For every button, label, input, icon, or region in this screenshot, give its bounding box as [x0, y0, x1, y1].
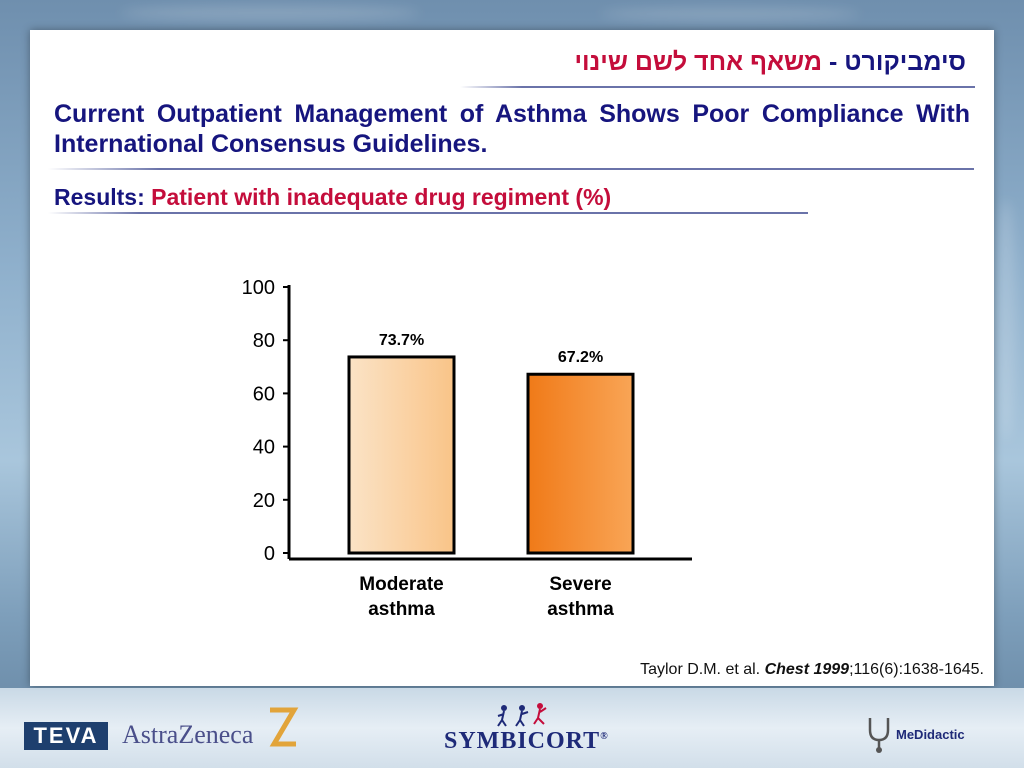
bar-0: [347, 355, 456, 555]
medidactic-logo: MeDidactic: [896, 727, 965, 742]
title-divider-middle: [48, 168, 974, 170]
symbicort-figures-icon: [497, 703, 547, 727]
title-divider-top: [460, 86, 975, 88]
astrazeneca-logo: AstraZeneca: [122, 720, 254, 749]
results-heading: Results: Patient with inadequate drug re…: [54, 184, 611, 211]
citation-journal: Chest 1999: [764, 661, 850, 678]
data-label-1: 67.2%: [558, 349, 603, 366]
citation: Taylor D.M. et al. Chest 1999;116(6):163…: [640, 661, 984, 679]
y-tick-label-80: 80: [253, 330, 275, 352]
y-tick-label-100: 100: [242, 277, 275, 299]
y-tick-label-40: 40: [253, 437, 275, 459]
y-tick-label-0: 0: [264, 543, 275, 565]
stethoscope-icon: [868, 718, 890, 753]
hebrew-title: סימביקורט - משאף אחד לשם שינוי: [574, 48, 966, 77]
symbicort-logo: SYMBICORT®: [444, 728, 609, 755]
category-label-1-line-0: Severe: [549, 574, 611, 595]
symbicort-logo-text: SYMBICORT: [444, 728, 601, 754]
teva-logo-text: TEVA: [33, 723, 99, 748]
bar-1: [526, 372, 635, 555]
y-tick-label-20: 20: [253, 490, 275, 512]
astrazeneca-symbol-icon: [269, 707, 299, 747]
category-label-0-line-1: asthma: [368, 599, 435, 620]
page-title: Current Outpatient Management of Asthma …: [54, 100, 970, 158]
category-label-1-line-1: asthma: [547, 599, 614, 620]
data-label-0: 73.7%: [379, 332, 424, 349]
footer-bar: [0, 688, 1024, 768]
results-text: Patient with inadequate drug regiment (%…: [151, 184, 612, 210]
citation-authors: Taylor D.M. et al.: [640, 661, 761, 678]
hebrew-title-red: משאף אחד לשם שינוי: [574, 48, 823, 76]
symbicort-trademark: ®: [600, 731, 609, 742]
category-label-0-line-0: Moderate: [359, 574, 443, 595]
citation-rest: ;116(6):1638-1645.: [849, 661, 984, 678]
teva-logo: TEVA: [24, 722, 108, 750]
hebrew-title-main: סימביקורט -: [829, 48, 966, 76]
results-label: Results:: [54, 184, 145, 210]
content-panel: [30, 30, 994, 686]
results-divider: [48, 212, 808, 214]
y-tick-label-60: 60: [253, 383, 275, 405]
